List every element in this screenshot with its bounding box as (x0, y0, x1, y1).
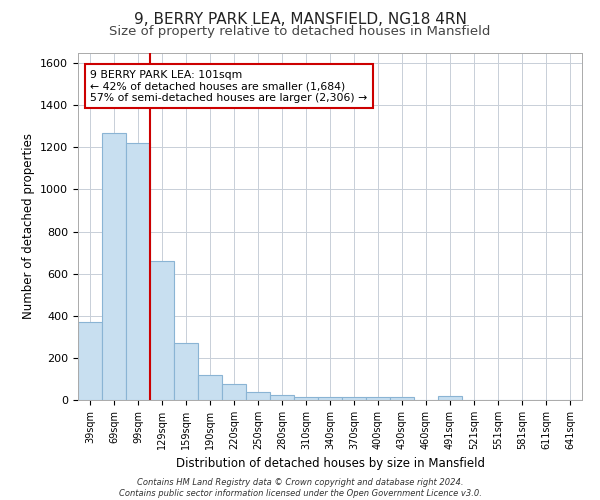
Bar (294, 397, 318, 400)
Bar (342, 397, 366, 400)
Bar (390, 397, 414, 400)
Bar (78, 322, 102, 400)
Bar (174, 343, 198, 400)
Bar (318, 397, 342, 400)
Bar (246, 392, 270, 400)
Bar (150, 261, 174, 400)
Bar (102, 132, 126, 400)
Bar (126, 143, 150, 400)
Bar (198, 374, 222, 400)
Text: Size of property relative to detached houses in Mansfield: Size of property relative to detached ho… (109, 25, 491, 38)
Bar (366, 397, 390, 400)
Text: Contains HM Land Registry data © Crown copyright and database right 2024.
Contai: Contains HM Land Registry data © Crown c… (119, 478, 481, 498)
Bar (438, 396, 462, 400)
Text: 9 BERRY PARK LEA: 101sqm
← 42% of detached houses are smaller (1,684)
57% of sem: 9 BERRY PARK LEA: 101sqm ← 42% of detach… (91, 70, 368, 103)
Bar (270, 394, 294, 400)
Text: 9, BERRY PARK LEA, MANSFIELD, NG18 4RN: 9, BERRY PARK LEA, MANSFIELD, NG18 4RN (134, 12, 466, 28)
X-axis label: Distribution of detached houses by size in Mansfield: Distribution of detached houses by size … (176, 458, 485, 470)
Y-axis label: Number of detached properties: Number of detached properties (22, 133, 35, 320)
Bar (222, 384, 246, 400)
